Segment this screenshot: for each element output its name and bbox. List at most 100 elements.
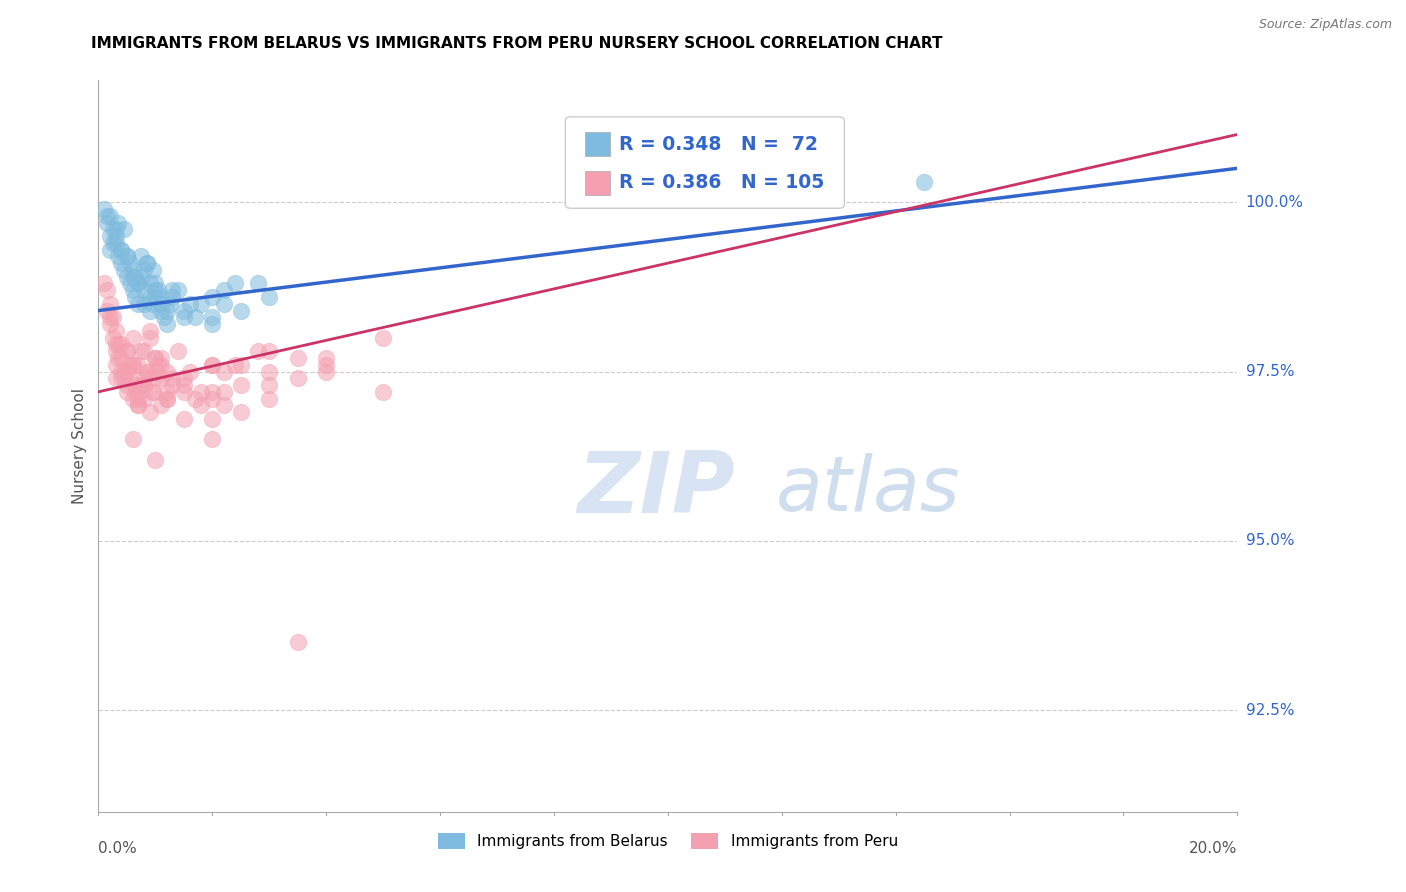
Point: [141, 263, 163, 277]
Point: [132, 263, 155, 277]
Point: [104, 222, 127, 236]
Point: [129, 378, 152, 392]
Point: [115, 344, 138, 359]
Point: [124, 378, 146, 392]
Point: [98, 209, 121, 223]
Text: 100.0%: 100.0%: [1246, 194, 1303, 210]
Point: [287, 351, 309, 365]
Point: [138, 324, 160, 338]
Point: [138, 331, 160, 345]
Text: R = 0.348   N =  72: R = 0.348 N = 72: [619, 135, 818, 153]
Point: [98, 297, 121, 311]
Text: ZIP: ZIP: [576, 449, 734, 532]
Point: [246, 344, 269, 359]
Point: [127, 384, 149, 399]
Point: [150, 290, 173, 304]
Point: [141, 384, 163, 399]
Point: [167, 344, 190, 359]
Point: [156, 317, 179, 331]
Point: [132, 392, 155, 406]
Point: [145, 277, 167, 291]
Point: [201, 317, 224, 331]
Point: [110, 243, 132, 257]
Point: [159, 297, 181, 311]
Point: [287, 635, 309, 649]
Point: [104, 324, 127, 338]
Point: [107, 249, 129, 263]
Point: [156, 364, 179, 378]
Point: [98, 243, 121, 257]
Point: [201, 358, 224, 372]
Point: [145, 371, 167, 385]
Point: [156, 392, 179, 406]
Point: [179, 297, 201, 311]
Point: [371, 384, 394, 399]
Point: [173, 412, 195, 426]
Point: [201, 392, 224, 406]
Point: [132, 344, 155, 359]
Text: 20.0%: 20.0%: [1189, 841, 1237, 856]
Text: 0.0%: 0.0%: [98, 841, 138, 856]
Point: [110, 351, 132, 365]
Point: [135, 256, 157, 270]
Point: [115, 249, 138, 263]
Point: [173, 310, 195, 325]
Point: [148, 358, 170, 372]
Point: [201, 384, 224, 399]
Point: [912, 175, 935, 189]
Point: [115, 344, 138, 359]
Point: [150, 371, 173, 385]
Point: [124, 269, 146, 284]
Point: [173, 378, 195, 392]
Point: [141, 297, 163, 311]
Point: [229, 303, 252, 318]
Point: [148, 283, 170, 297]
Point: [107, 351, 129, 365]
Point: [104, 371, 127, 385]
Point: [112, 364, 135, 378]
Point: [110, 364, 132, 378]
Point: [127, 358, 149, 372]
Y-axis label: Nursery School: Nursery School: [72, 388, 87, 504]
Point: [93, 202, 115, 216]
Point: [127, 392, 149, 406]
Point: [145, 283, 167, 297]
Point: [145, 290, 167, 304]
Point: [259, 364, 281, 378]
Point: [96, 303, 118, 318]
Text: Source: ZipAtlas.com: Source: ZipAtlas.com: [1258, 18, 1392, 31]
Point: [212, 384, 235, 399]
Point: [201, 412, 224, 426]
Point: [315, 351, 337, 365]
Point: [135, 256, 157, 270]
Text: R = 0.386   N = 105: R = 0.386 N = 105: [619, 173, 824, 193]
Point: [121, 331, 143, 345]
Point: [212, 297, 235, 311]
Point: [110, 337, 132, 351]
Point: [287, 371, 309, 385]
Point: [179, 364, 201, 378]
Point: [201, 432, 224, 446]
Point: [107, 215, 129, 229]
Point: [229, 378, 252, 392]
Point: [132, 371, 155, 385]
Point: [315, 358, 337, 372]
Point: [98, 317, 121, 331]
Point: [129, 249, 152, 263]
Point: [101, 310, 124, 325]
Point: [127, 398, 149, 412]
Point: [212, 398, 235, 412]
Point: [259, 344, 281, 359]
Point: [184, 392, 207, 406]
Point: [107, 337, 129, 351]
Point: [201, 290, 224, 304]
Point: [132, 378, 155, 392]
Point: [150, 351, 173, 365]
Point: [135, 364, 157, 378]
Point: [104, 344, 127, 359]
Text: 92.5%: 92.5%: [1246, 703, 1294, 718]
Point: [173, 371, 195, 385]
Point: [153, 310, 176, 325]
Point: [184, 310, 207, 325]
Point: [110, 371, 132, 385]
